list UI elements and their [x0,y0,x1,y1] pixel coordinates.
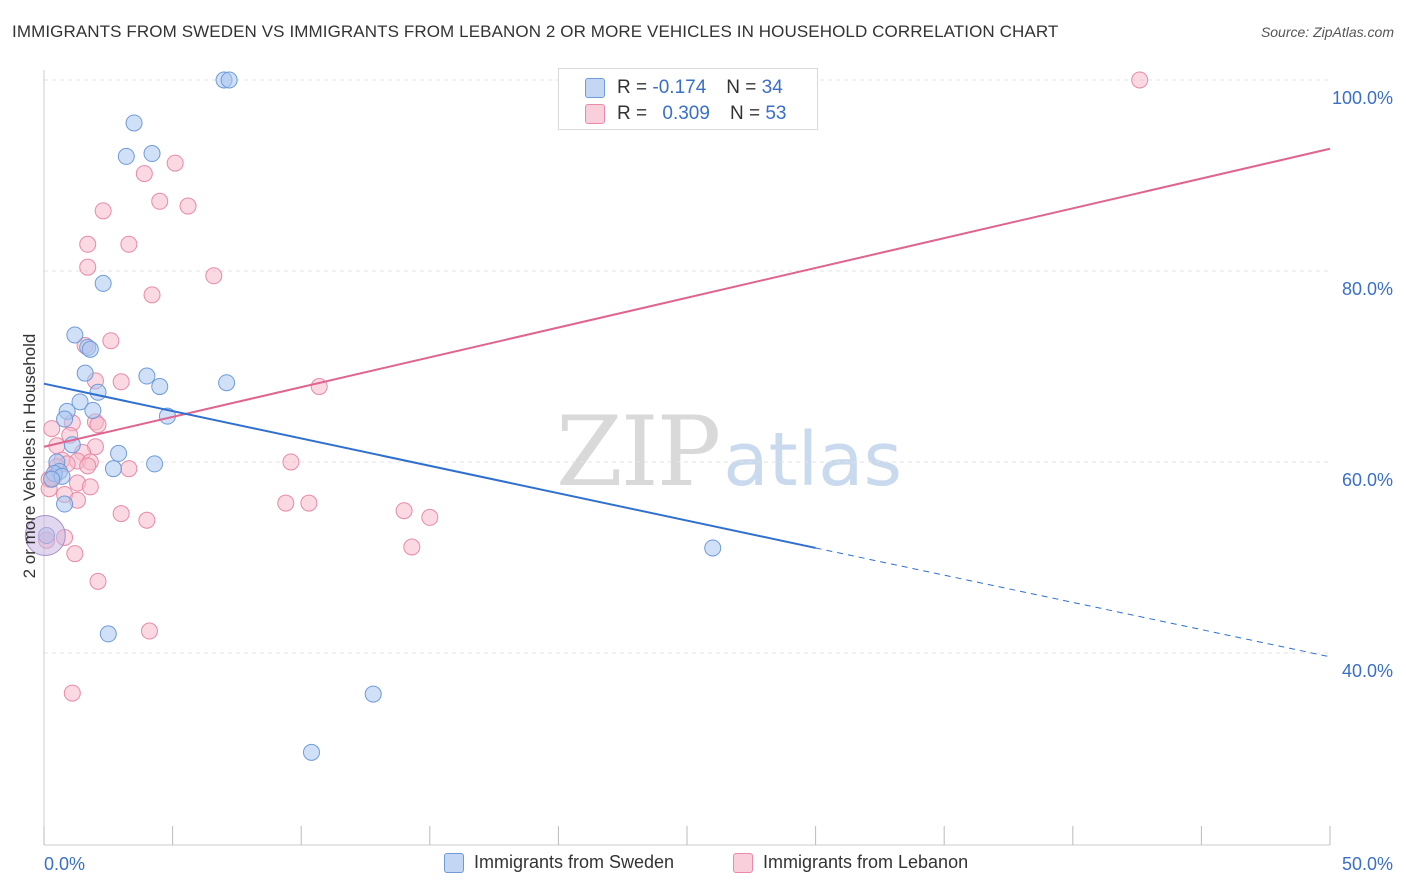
data-point-lebanon [282,453,300,471]
data-point-lebanon [120,460,138,478]
legend-r-label-lebanon: R = [617,103,648,124]
y-tick-label: 60.0% [1342,470,1393,490]
data-point-sweden [218,374,236,392]
data-point-lebanon [79,457,97,475]
legend-item-sweden[interactable]: Immigrants from Sweden [444,852,674,873]
data-point-lebanon [89,572,107,590]
y-axis-label: 2 or more Vehicles in Household [20,333,39,579]
data-point-sweden [76,364,94,382]
legend-label-lebanon: Immigrants from Lebanon [763,852,969,872]
legend-marker-sweden [444,852,464,873]
data-point-lebanon [138,511,156,529]
data-point-lebanon [112,505,130,523]
data-point-sweden [104,460,122,478]
y-tick-label: 40.0% [1342,661,1393,681]
data-point-sweden [81,340,99,358]
data-point-sweden [89,383,107,401]
data-point-lebanon [79,258,97,276]
legend-item-lebanon[interactable]: Immigrants from Lebanon [733,852,968,873]
data-point-lebanon [112,373,130,391]
data-point-sweden [43,470,61,488]
data-point-sweden [110,444,128,462]
legend-n-label-lebanon: N = [729,103,761,124]
data-point-sweden [125,114,143,132]
legend-r-label-sweden: R = [617,77,648,98]
legend-n-label-sweden: N = [726,77,757,98]
legend-label-sweden: Immigrants from Sweden [474,852,675,872]
data-point-lebanon [79,235,97,253]
legend-r-value-lebanon: 0.309 [662,103,710,124]
data-point-lebanon [89,416,107,434]
data-point-sweden [56,495,74,513]
data-point-sweden [71,393,89,411]
data-point-lebanon [179,197,197,215]
legend-swatch-sweden [585,78,605,98]
stats-legend: R = -0.174 N = 34 R = 0.309 N = 53 [558,68,818,130]
data-point-sweden [138,367,156,385]
data-point-sweden [704,539,722,557]
data-point-lebanon [205,267,223,285]
data-point-lebanon [421,508,439,526]
data-point-lebanon [102,332,120,350]
legend-n-value-sweden: 34 [761,77,783,98]
series-legend: Immigrants from Sweden Immigrants from L… [0,852,1406,878]
data-point-lebanon [43,420,61,438]
trendline-lebanon [43,147,1331,448]
data-point-sweden [302,743,320,761]
trendline-sweden-projection [815,547,1331,658]
data-point-lebanon [403,538,421,556]
legend-swatch-lebanon [585,104,605,124]
data-point-lebanon [135,165,153,183]
legend-marker-lebanon [733,852,753,873]
data-point-sweden [117,147,135,165]
legend-r-value-sweden: -0.174 [652,77,707,98]
data-point-sweden [151,378,169,396]
trendline-sweden [43,382,816,549]
x-tick-label: 0.0% [44,854,85,874]
data-point-sweden [66,326,84,344]
x-tick-label: 50.0% [1342,854,1393,874]
data-point-lebanon [277,494,295,512]
legend-row-lebanon: R = 0.309 N = 53 [585,103,786,125]
data-point-lebanon [66,545,84,563]
legend-n-value-lebanon: 53 [765,103,787,124]
data-point-lebanon [1131,71,1149,89]
data-point-sweden [220,71,238,89]
data-point-lebanon [300,494,318,512]
data-point-lebanon [151,192,169,210]
data-point-sweden [56,410,74,428]
data-point-lebanon [63,684,81,702]
data-point-lebanon [140,622,158,640]
source-credit: Source: ZipAtlas.com [1260,24,1394,40]
chart-title: IMMIGRANTS FROM SWEDEN VS IMMIGRANTS FRO… [12,22,1059,41]
data-point-lebanon [81,478,99,496]
y-tick-label: 100.0% [1332,88,1393,108]
data-point-sweden [84,401,102,419]
data-point-lebanon [120,235,138,253]
data-point-lebanon [395,502,413,520]
data-point-sweden [94,274,112,292]
data-point-cluster [24,515,66,557]
data-point-sweden [143,145,161,163]
legend-row-sweden: R = -0.174 N = 34 [585,77,783,99]
data-point-lebanon [143,286,161,304]
data-point-lebanon [166,154,184,172]
data-point-lebanon [94,202,112,220]
data-point-sweden [99,625,117,643]
data-point-sweden [364,685,382,703]
y-tick-label: 80.0% [1342,279,1393,299]
data-point-sweden [146,455,164,473]
